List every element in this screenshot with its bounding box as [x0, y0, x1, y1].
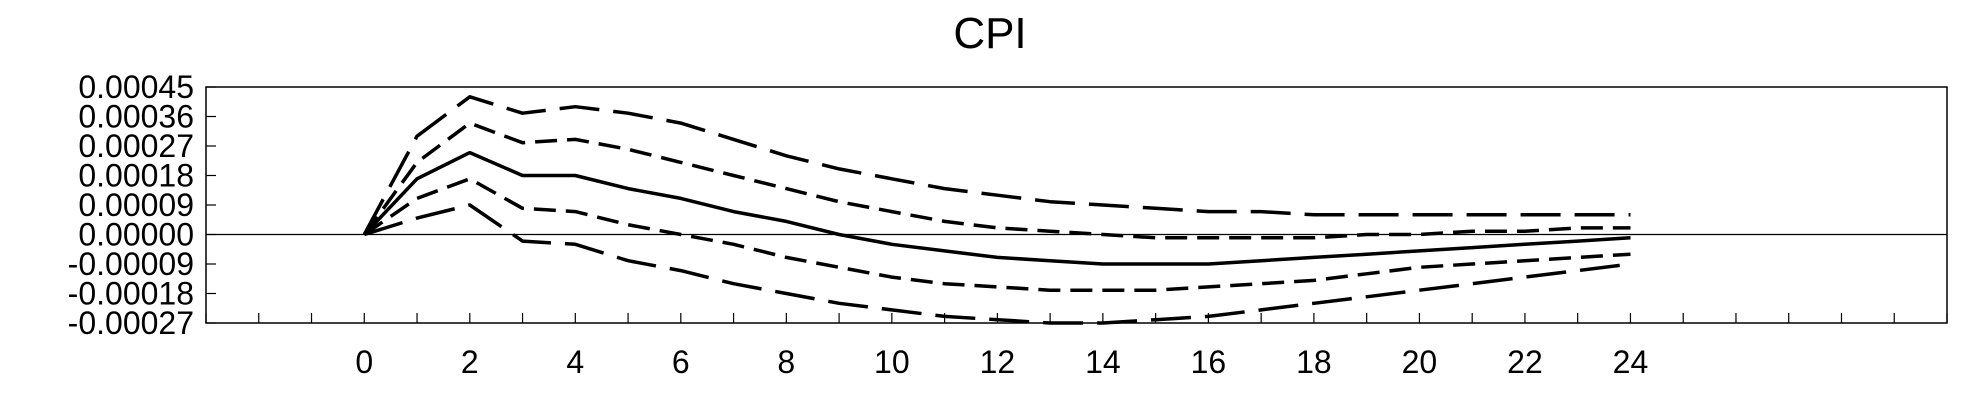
- y-tick-label: -0.00009: [68, 246, 194, 282]
- y-tick-label: -0.00027: [68, 305, 194, 341]
- x-axis: 0 2 4 6 8 10 12 14 16 18 20 22 24: [205, 313, 1948, 380]
- x-tick-label: 24: [1613, 344, 1649, 380]
- x-tick-label: 6: [672, 344, 690, 380]
- series-layer: [362, 95, 1631, 325]
- x-tick-label: 16: [1191, 344, 1227, 380]
- x-tick-label: 18: [1296, 344, 1332, 380]
- x-tick-label: 10: [874, 344, 910, 380]
- x-tick-label: 12: [980, 344, 1016, 380]
- series-line-1: [362, 95, 1631, 236]
- chart-title: CPI: [953, 9, 1026, 58]
- y-tick-label: 0.00009: [78, 187, 194, 223]
- x-tick-label: 2: [461, 344, 479, 380]
- y-axis: 0.000450.000360.000270.000180.000090.000…: [68, 69, 216, 341]
- y-tick-label: 0.00027: [78, 128, 194, 164]
- x-tick-label: 0: [355, 344, 373, 380]
- series-line-4: [363, 177, 1631, 292]
- series-line-5: [363, 203, 1631, 325]
- y-tick-label: -0.00018: [68, 276, 194, 312]
- series-line-3: [363, 150, 1631, 266]
- y-tick-label: 0.00036: [78, 99, 194, 135]
- y-tick-label: 0.00018: [78, 158, 194, 194]
- x-tick-label: 8: [777, 344, 795, 380]
- y-tick-label: 0.00000: [78, 217, 194, 253]
- x-tick-label: 14: [1085, 344, 1121, 380]
- plot-frame: [205, 86, 1948, 324]
- x-tick-label: 22: [1507, 344, 1543, 380]
- y-tick-label: 0.00045: [78, 69, 194, 105]
- x-tick-label: 20: [1402, 344, 1438, 380]
- series-line-2: [362, 121, 1631, 240]
- x-tick-label: 4: [566, 344, 584, 380]
